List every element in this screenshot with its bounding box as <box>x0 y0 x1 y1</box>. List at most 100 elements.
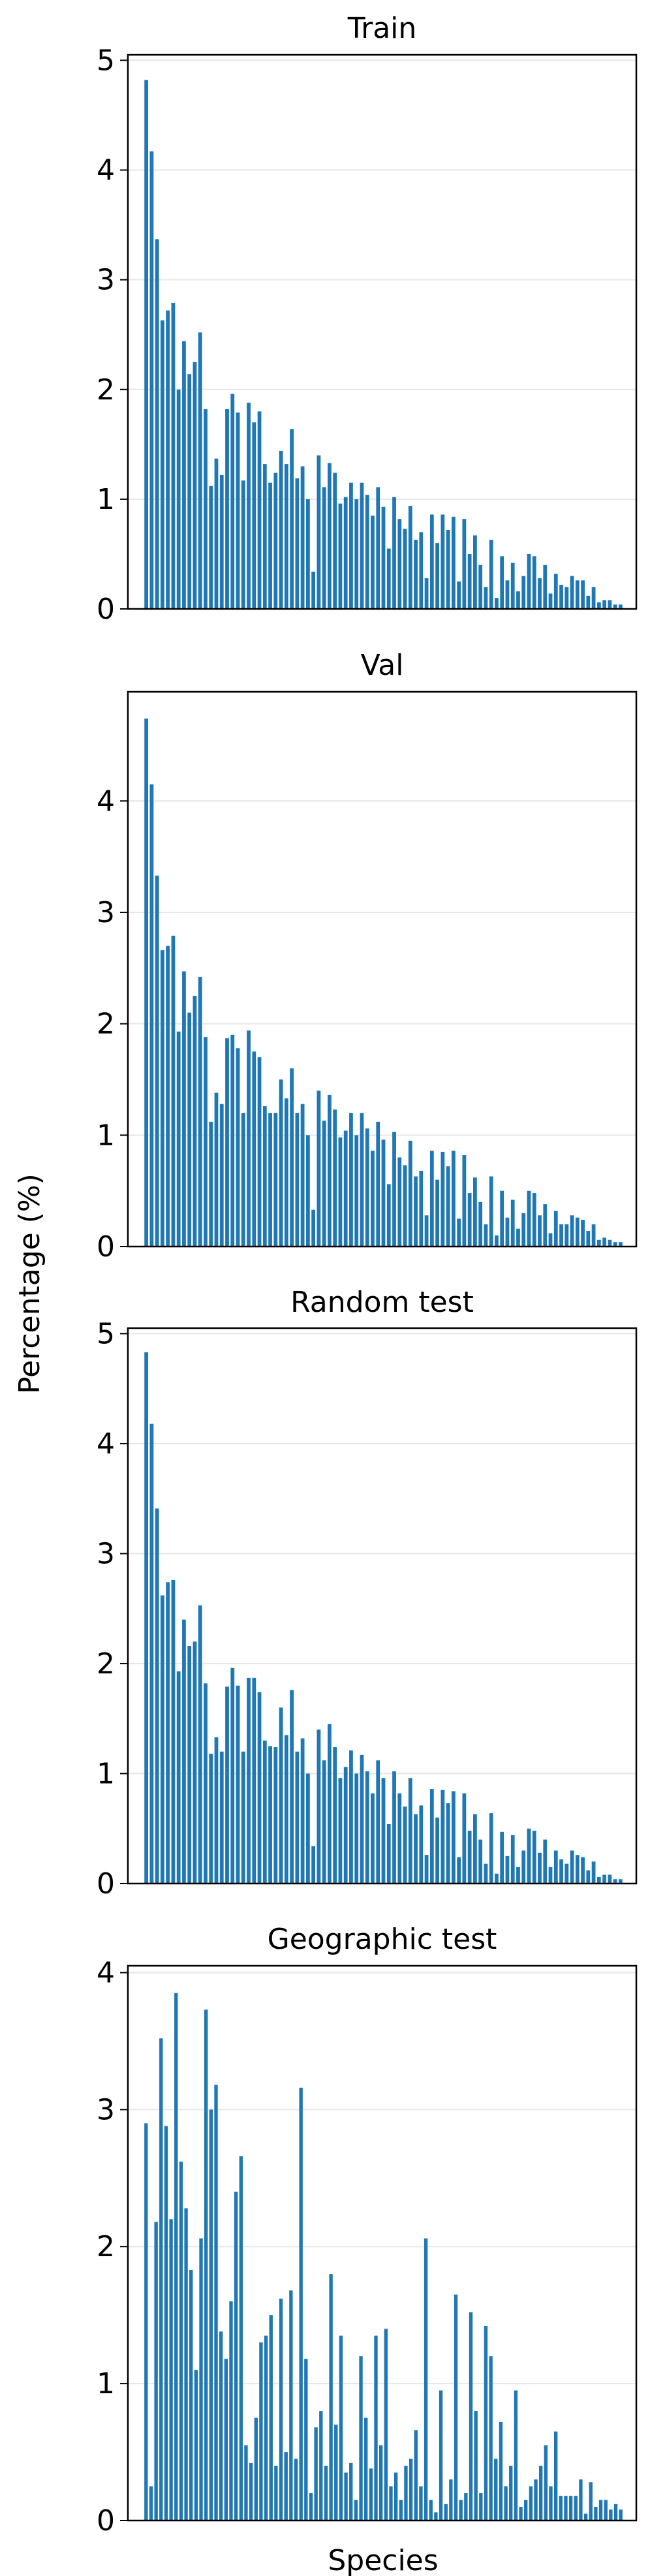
bar <box>467 1831 472 1884</box>
bar <box>397 1157 402 1247</box>
bar <box>299 2087 303 2521</box>
bar <box>295 1113 300 1247</box>
y-tick-label: 3 <box>97 264 115 297</box>
bar <box>300 466 305 609</box>
plot-frame <box>127 1327 638 1885</box>
bar <box>176 389 181 609</box>
bar <box>454 2294 458 2521</box>
bar <box>478 565 483 609</box>
bar <box>149 2486 153 2521</box>
bar <box>300 1104 305 1247</box>
bar <box>268 1113 272 1247</box>
bar <box>596 1876 601 1884</box>
bar <box>317 1091 321 1247</box>
bar <box>478 1202 483 1247</box>
bar <box>484 1863 488 1884</box>
bar <box>596 1239 601 1247</box>
bar <box>379 2445 383 2521</box>
bar <box>343 497 348 609</box>
bar <box>589 2482 593 2521</box>
bar <box>449 2479 453 2521</box>
bar <box>262 464 267 609</box>
bar <box>575 1217 580 1247</box>
bar <box>404 2466 408 2521</box>
bar <box>575 580 580 609</box>
bar <box>568 2496 573 2521</box>
bar <box>247 1030 251 1247</box>
bar <box>424 1855 429 1884</box>
bar <box>516 591 520 609</box>
bar <box>252 422 256 609</box>
bar <box>344 2472 348 2521</box>
bar <box>548 1867 553 1884</box>
bar <box>524 2500 528 2521</box>
bar <box>516 1228 520 1247</box>
bar <box>184 2208 188 2521</box>
bar <box>446 529 450 609</box>
y-tick-label: 3 <box>97 1537 115 1570</box>
bar <box>360 482 364 609</box>
bar <box>193 1641 197 1884</box>
bar <box>354 2500 358 2521</box>
bar <box>565 1863 569 1884</box>
bar <box>608 1874 612 1884</box>
bar <box>529 2486 533 2521</box>
bar <box>236 412 240 609</box>
bar <box>392 1771 396 1884</box>
y-tick-label: 2 <box>97 2230 115 2263</box>
bar <box>457 1857 461 1884</box>
bar <box>549 2486 553 2521</box>
bar <box>538 1852 542 1884</box>
bar <box>193 362 197 609</box>
bar <box>429 1789 434 1884</box>
bar <box>474 2411 478 2521</box>
bar <box>495 598 499 609</box>
bar <box>381 1778 386 1884</box>
bar <box>386 1824 391 1884</box>
bar <box>414 540 418 609</box>
bar <box>198 332 202 609</box>
bar <box>214 1737 219 1884</box>
bar <box>598 2500 603 2521</box>
bar <box>389 2486 393 2521</box>
panel-train: Train 0 1 2 3 4 5 <box>97 12 638 626</box>
bar <box>527 553 531 609</box>
bar <box>618 1879 623 1884</box>
bar <box>225 1686 229 1884</box>
bar <box>252 1677 256 1884</box>
bar <box>225 1038 229 1247</box>
bar <box>527 1828 531 1884</box>
y-tick-label: 3 <box>97 2093 115 2126</box>
bar <box>548 593 553 609</box>
bar <box>171 302 176 609</box>
bar <box>429 1151 434 1247</box>
bar <box>435 543 439 609</box>
bar <box>338 1778 343 1884</box>
bar <box>484 1224 488 1247</box>
bar <box>289 2290 293 2521</box>
bar <box>467 1193 472 1247</box>
bar <box>613 1242 617 1247</box>
bar <box>376 487 380 609</box>
bar <box>179 2162 183 2521</box>
y-tick-label: 2 <box>97 1647 115 1681</box>
bar <box>424 2238 428 2521</box>
y-tick-label: 4 <box>97 1427 115 1461</box>
panel-geographic-test: Geographic test 0 1 2 3 4 <box>97 1923 638 2537</box>
bar <box>484 587 488 609</box>
bar <box>374 2335 378 2521</box>
bar <box>394 2472 398 2521</box>
bar <box>495 1235 499 1247</box>
bar-series <box>144 1352 623 1884</box>
bar <box>441 514 445 609</box>
bar <box>262 1740 267 1884</box>
bar <box>479 2493 483 2521</box>
bar <box>339 2335 343 2521</box>
y-tick-label: 2 <box>97 1008 115 1041</box>
bar <box>230 1034 235 1247</box>
bar <box>324 2466 328 2521</box>
plot-frame <box>127 54 638 610</box>
bar <box>478 1839 483 1884</box>
bar <box>457 1218 461 1247</box>
bar-series <box>144 718 623 1247</box>
